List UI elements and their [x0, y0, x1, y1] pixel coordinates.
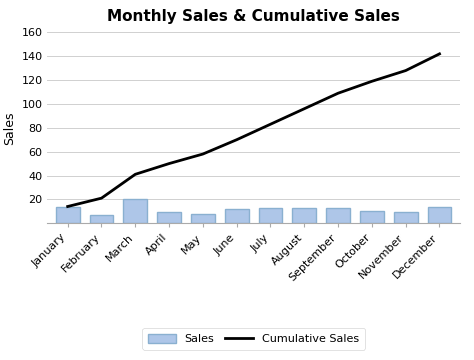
Legend: Sales, Cumulative Sales: Sales, Cumulative Sales [142, 328, 365, 350]
Bar [56, 207, 80, 223]
Bar [360, 211, 384, 223]
Bar [259, 208, 283, 223]
Bar [90, 215, 113, 223]
Bar [191, 213, 215, 223]
Y-axis label: Sales: Sales [3, 111, 16, 145]
Bar [326, 208, 350, 223]
Bar [292, 208, 316, 223]
Bar [225, 209, 248, 223]
Bar [157, 212, 181, 223]
Bar [123, 199, 147, 223]
Bar [428, 207, 451, 223]
Title: Monthly Sales & Cumulative Sales: Monthly Sales & Cumulative Sales [107, 9, 400, 24]
Bar [394, 212, 418, 223]
